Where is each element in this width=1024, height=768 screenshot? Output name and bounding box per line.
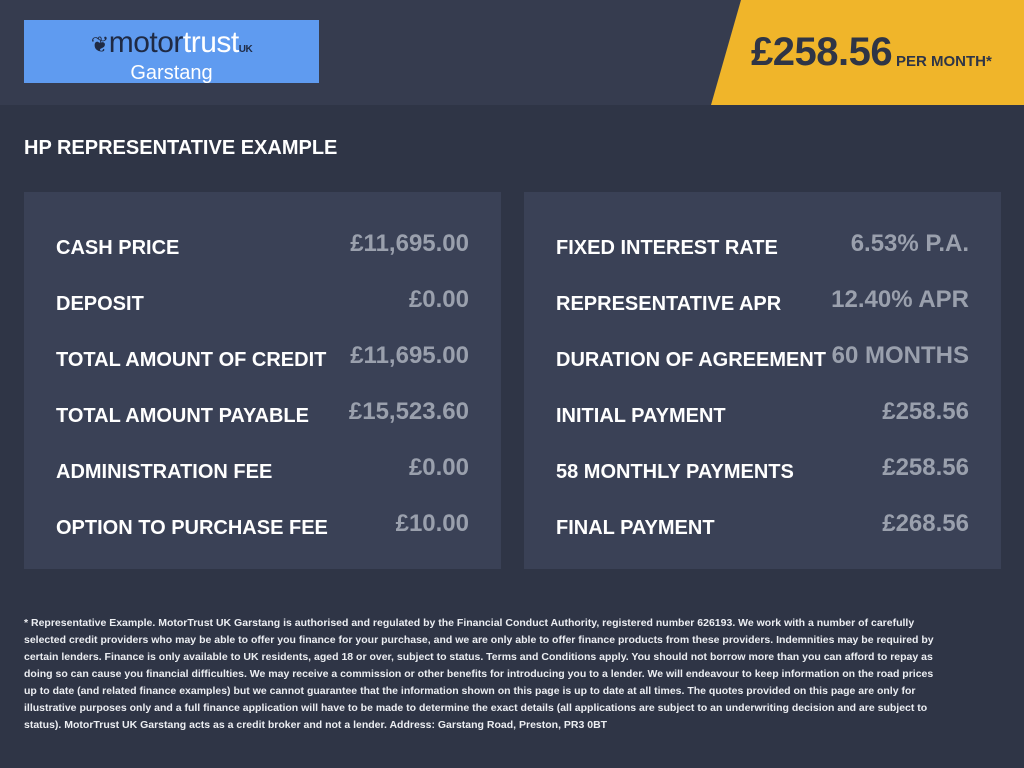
finance-row: OPTION TO PURCHASE FEE £10.00 — [56, 496, 469, 552]
finance-row: DEPOSIT £0.00 — [56, 272, 469, 328]
finance-row: TOTAL AMOUNT OF CREDIT £11,695.00 — [56, 328, 469, 384]
finance-row: TOTAL AMOUNT PAYABLE £15,523.60 — [56, 384, 469, 440]
finance-row: DURATION OF AGREEMENT 60 MONTHS — [556, 328, 969, 384]
dealer-logo[interactable]: ❦motortrustUK Garstang — [24, 20, 319, 83]
logo-text-trust: trust — [182, 26, 239, 59]
finance-label: OPTION TO PURCHASE FEE — [56, 516, 328, 539]
finance-row: REPRESENTATIVE APR 12.40% APR — [556, 272, 969, 328]
finance-label: REPRESENTATIVE APR — [556, 292, 782, 315]
finance-value: £0.00 — [408, 286, 469, 313]
finance-row: CASH PRICE £11,695.00 — [56, 216, 469, 272]
finance-label: ADMINISTRATION FEE — [56, 460, 273, 483]
finance-label: DURATION OF AGREEMENT — [556, 348, 826, 371]
monthly-price: £258.56 — [751, 30, 893, 74]
logo-location: Garstang — [130, 62, 213, 84]
finance-label: FINAL PAYMENT — [556, 516, 715, 539]
finance-value: £15,523.60 — [348, 398, 469, 425]
page-title: HP REPRESENTATIVE EXAMPLE — [24, 137, 338, 159]
finance-value: £11,695.00 — [350, 342, 469, 369]
finance-row: FINAL PAYMENT £268.56 — [556, 496, 969, 552]
finance-panel-right: FIXED INTEREST RATE 6.53% P.A. REPRESENTAT… — [524, 192, 1001, 569]
logo-text-motor: motor — [108, 26, 184, 59]
finance-label: TOTAL AMOUNT PAYABLE — [56, 404, 309, 427]
finance-value: £0.00 — [408, 454, 469, 481]
finance-panel-left: CASH PRICE £11,695.00 DEPOSIT £0.00 TOTAL AM… — [24, 192, 501, 569]
leaf-icon: ❦ — [90, 32, 109, 57]
finance-value: 60 MONTHS — [831, 342, 969, 369]
finance-value: £258.56 — [882, 398, 969, 425]
finance-label: DEPOSIT — [56, 292, 144, 315]
finance-value: £268.56 — [882, 510, 969, 537]
finance-row: INITIAL PAYMENT £258.56 — [556, 384, 969, 440]
finance-value: £10.00 — [395, 510, 469, 537]
disclaimer-text: * Representative Example. MotorTrust UK … — [24, 617, 934, 731]
finance-label: FIXED INTEREST RATE — [556, 236, 778, 259]
finance-label: CASH PRICE — [56, 236, 180, 259]
per-month-label: PER MONTH* — [896, 53, 992, 70]
finance-value: 6.53% P.A. — [850, 230, 969, 257]
finance-row: FIXED INTEREST RATE 6.53% P.A. — [556, 216, 969, 272]
finance-row: 58 MONTHLY PAYMENTS £258.56 — [556, 440, 969, 496]
logo-text-uk: UK — [238, 44, 253, 55]
finance-label: TOTAL AMOUNT OF CREDIT — [56, 348, 327, 371]
finance-label: 58 MONTHLY PAYMENTS — [556, 460, 794, 483]
header: ❦motortrustUK Garstang £258.56 PER MONTH… — [0, 0, 1024, 105]
finance-value: £258.56 — [882, 454, 969, 481]
finance-row: ADMINISTRATION FEE £0.00 — [56, 440, 469, 496]
finance-value: £11,695.00 — [350, 230, 469, 257]
monthly-price-banner: £258.56 PER MONTH* — [711, 0, 1024, 105]
finance-label: INITIAL PAYMENT — [556, 404, 726, 427]
finance-value: 12.40% APR — [831, 286, 969, 313]
